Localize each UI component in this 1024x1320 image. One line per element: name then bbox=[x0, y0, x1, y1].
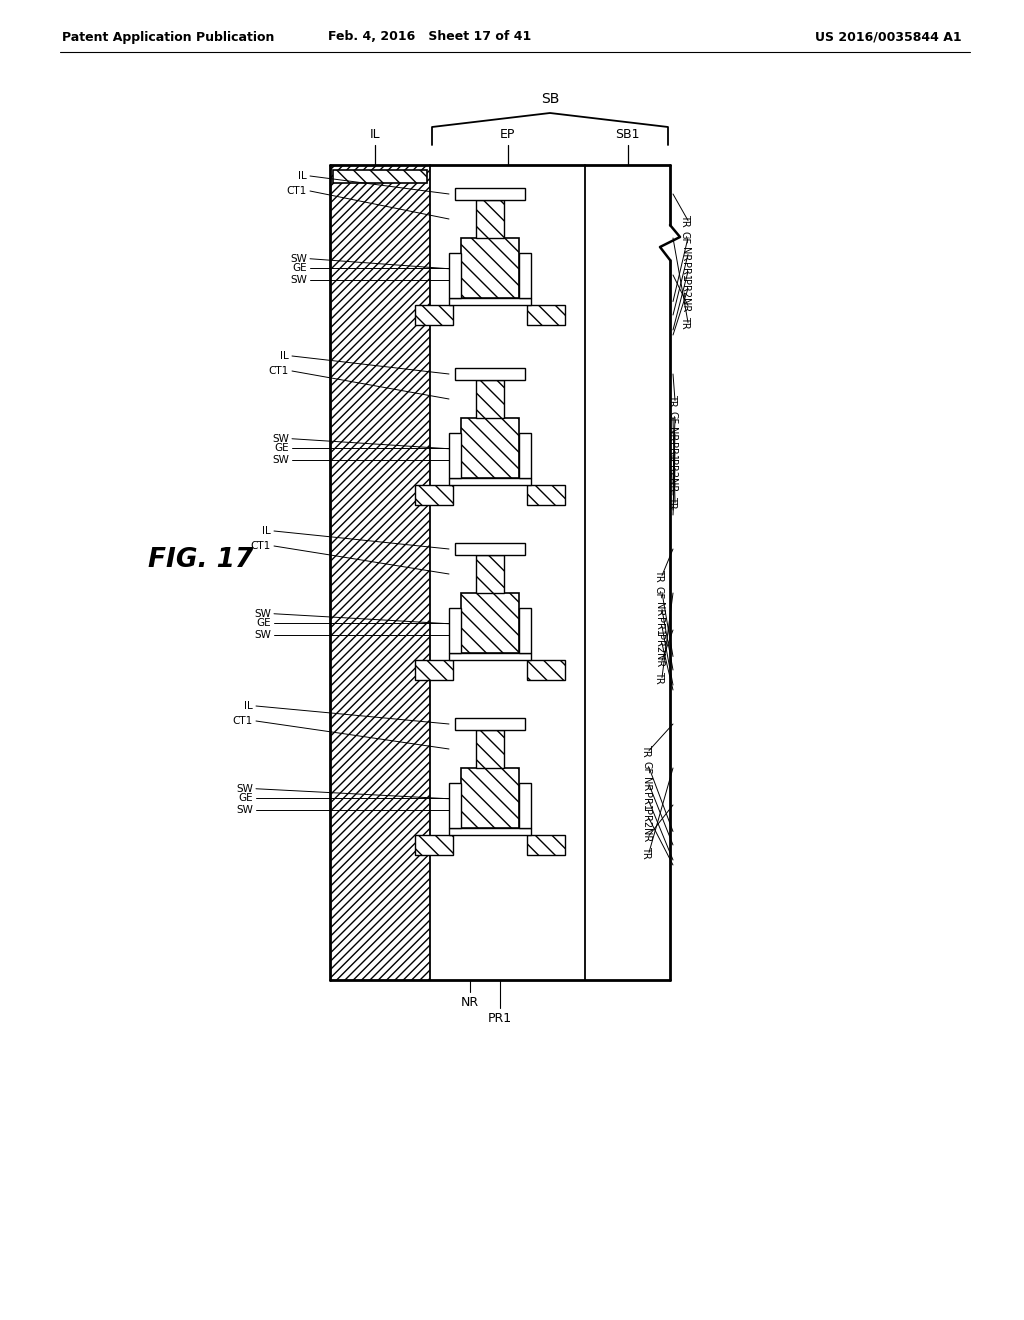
Bar bbox=[455, 718, 525, 730]
Text: SW: SW bbox=[237, 784, 253, 793]
Text: IL: IL bbox=[370, 128, 380, 141]
Text: GF: GF bbox=[680, 231, 690, 244]
Text: CT1: CT1 bbox=[268, 366, 289, 376]
Bar bbox=[415, 660, 453, 680]
Text: TR: TR bbox=[654, 569, 664, 582]
Text: GF: GF bbox=[667, 411, 677, 424]
Text: SW: SW bbox=[290, 275, 307, 285]
Text: TR: TR bbox=[654, 671, 664, 684]
Bar bbox=[449, 433, 461, 478]
Text: GE: GE bbox=[293, 263, 307, 273]
Text: TR: TR bbox=[641, 744, 651, 756]
Text: Patent Application Publication: Patent Application Publication bbox=[62, 30, 274, 44]
Text: PR1: PR1 bbox=[667, 442, 677, 461]
Bar bbox=[527, 836, 565, 855]
Text: PR2: PR2 bbox=[654, 634, 664, 653]
Bar bbox=[455, 368, 525, 380]
Bar bbox=[449, 609, 461, 653]
Bar bbox=[449, 253, 461, 298]
Text: SB1: SB1 bbox=[615, 128, 640, 141]
Text: GF: GF bbox=[654, 586, 664, 599]
Text: PR1: PR1 bbox=[641, 792, 651, 810]
Bar bbox=[527, 484, 565, 506]
Bar bbox=[430, 165, 585, 979]
Text: PR2: PR2 bbox=[680, 279, 690, 298]
Text: US 2016/0035844 A1: US 2016/0035844 A1 bbox=[815, 30, 962, 44]
Text: IL: IL bbox=[298, 172, 307, 181]
Bar bbox=[585, 165, 670, 979]
Text: NR: NR bbox=[461, 995, 479, 1008]
Text: SW: SW bbox=[272, 434, 289, 444]
Text: TR: TR bbox=[641, 846, 651, 859]
Bar bbox=[330, 165, 430, 979]
Text: NR: NR bbox=[641, 777, 651, 792]
Bar bbox=[476, 730, 504, 768]
Text: IL: IL bbox=[262, 525, 271, 536]
Bar bbox=[455, 543, 525, 554]
Bar bbox=[333, 170, 427, 183]
Bar bbox=[519, 433, 531, 478]
Bar bbox=[461, 418, 519, 478]
Bar bbox=[527, 305, 565, 325]
Bar bbox=[519, 609, 531, 653]
Text: NR: NR bbox=[654, 602, 664, 616]
Text: PR2: PR2 bbox=[641, 809, 651, 828]
Text: GE: GE bbox=[239, 793, 253, 803]
Text: FIG. 17: FIG. 17 bbox=[148, 546, 253, 573]
Text: SW: SW bbox=[290, 253, 307, 264]
Text: TR: TR bbox=[680, 315, 690, 329]
Text: CT1: CT1 bbox=[232, 715, 253, 726]
Bar bbox=[476, 380, 504, 418]
Bar bbox=[415, 484, 453, 506]
Text: NR: NR bbox=[654, 653, 664, 668]
Bar bbox=[461, 768, 519, 828]
Text: SB: SB bbox=[541, 92, 559, 106]
Text: PR1: PR1 bbox=[488, 1011, 512, 1024]
Text: SW: SW bbox=[237, 805, 253, 814]
Text: NR: NR bbox=[667, 478, 677, 492]
Text: SW: SW bbox=[272, 455, 289, 465]
Text: SW: SW bbox=[254, 609, 271, 619]
Text: TR: TR bbox=[667, 395, 677, 407]
Text: CT1: CT1 bbox=[251, 541, 271, 550]
Text: TR: TR bbox=[680, 214, 690, 227]
Text: NR: NR bbox=[641, 829, 651, 842]
Bar bbox=[476, 201, 504, 238]
Bar bbox=[461, 593, 519, 653]
Text: CT1: CT1 bbox=[287, 186, 307, 195]
Bar bbox=[461, 238, 519, 298]
Text: GF: GF bbox=[641, 760, 651, 774]
Bar bbox=[415, 305, 453, 325]
Bar bbox=[527, 660, 565, 680]
Bar bbox=[449, 298, 531, 305]
Text: IL: IL bbox=[281, 351, 289, 360]
Text: GE: GE bbox=[256, 618, 271, 628]
Text: TR: TR bbox=[667, 496, 677, 510]
Text: PR1: PR1 bbox=[654, 616, 664, 636]
Bar bbox=[449, 653, 531, 660]
Bar bbox=[415, 836, 453, 855]
Text: GE: GE bbox=[274, 444, 289, 453]
Text: NR: NR bbox=[680, 298, 690, 313]
Text: NR: NR bbox=[680, 247, 690, 261]
Bar bbox=[449, 783, 461, 828]
Text: IL: IL bbox=[245, 701, 253, 711]
Bar bbox=[449, 828, 531, 836]
Text: Feb. 4, 2016   Sheet 17 of 41: Feb. 4, 2016 Sheet 17 of 41 bbox=[329, 30, 531, 44]
Text: EP: EP bbox=[500, 128, 515, 141]
Bar bbox=[455, 187, 525, 201]
Text: SW: SW bbox=[254, 630, 271, 640]
Text: PR2: PR2 bbox=[667, 459, 677, 478]
Bar bbox=[519, 253, 531, 298]
Bar bbox=[476, 554, 504, 593]
Text: NR: NR bbox=[667, 428, 677, 442]
Bar bbox=[449, 478, 531, 484]
Text: PR1: PR1 bbox=[680, 261, 690, 281]
Bar bbox=[519, 783, 531, 828]
